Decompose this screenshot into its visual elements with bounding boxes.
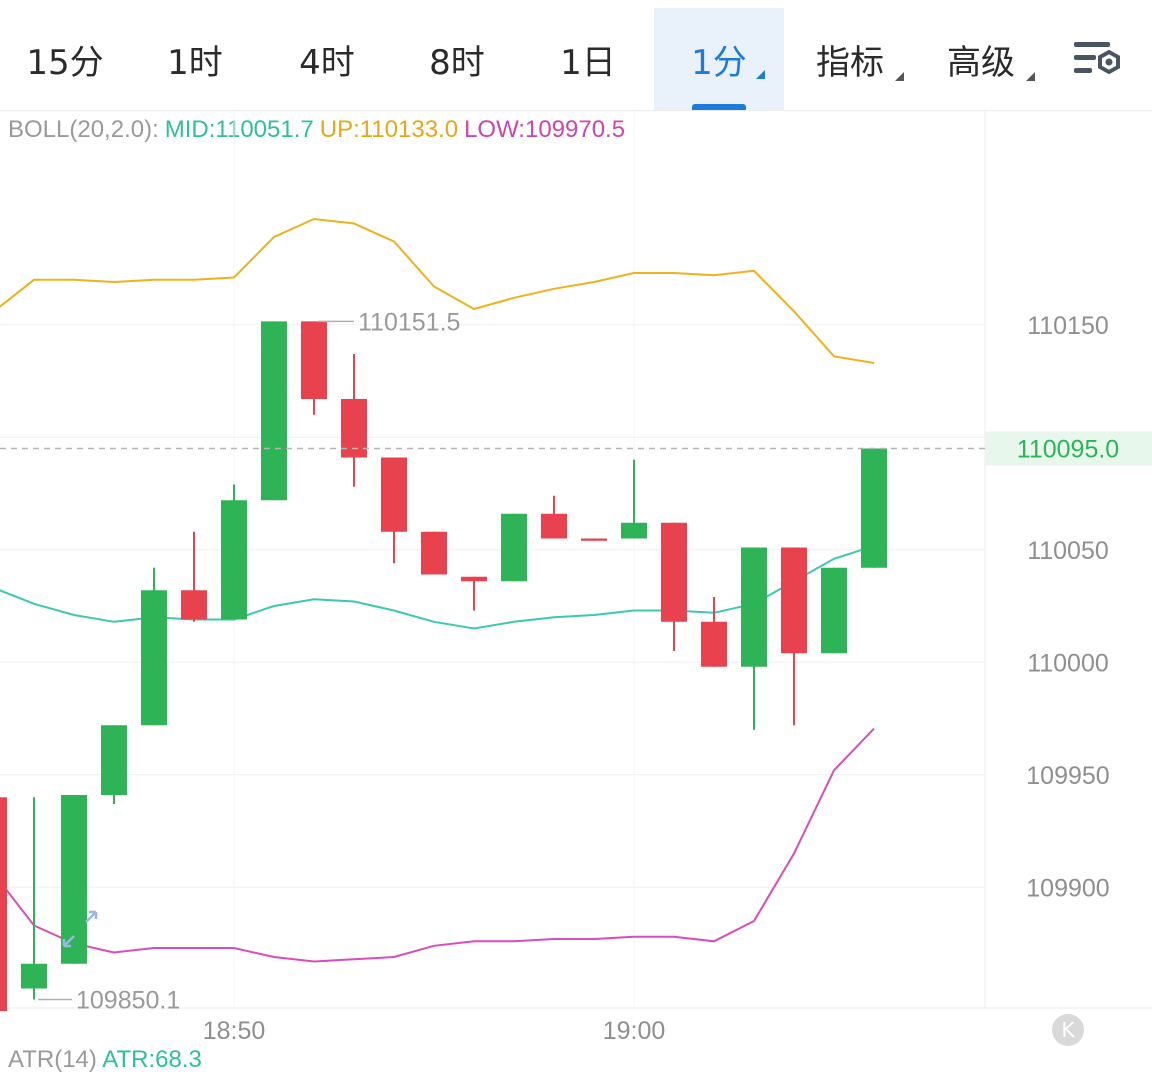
tab-1day[interactable]: 1日 [523, 8, 653, 110]
period-toolbar: 15分 1时 4时 8时 1日 1分 指标 高级 [0, 0, 1152, 110]
tab-label: 1时 [167, 42, 223, 83]
chart-settings-icon[interactable] [1070, 36, 1126, 86]
atr-legend: ATR(14) ATR:68.3 [8, 1046, 202, 1074]
candle [141, 567, 167, 726]
candle [781, 547, 807, 726]
dropdown-caret-icon [756, 70, 765, 79]
candle-body [221, 500, 247, 620]
tab-8hour[interactable]: 8时 [392, 8, 522, 110]
collapse-icon: K [1061, 1018, 1075, 1042]
min-price-label: 109850.1 [76, 987, 180, 1015]
boll-legend: BOLL(20,2.0): MID:110051.7 UP:110133.0 LOW:… [8, 116, 631, 144]
candle-body [381, 457, 407, 532]
candle [541, 495, 567, 539]
candle [261, 321, 287, 501]
candle [501, 513, 527, 582]
boll-mid-line [0, 544, 875, 630]
active-tab-indicator [692, 104, 746, 110]
candle [821, 567, 847, 654]
tab-indicators[interactable]: 指标 [785, 8, 915, 110]
candle-body [701, 621, 727, 667]
tab-label: 8时 [429, 42, 485, 83]
candles [0, 321, 887, 1011]
boll-up-value: UP:110133.0 [319, 116, 459, 143]
candle [341, 354, 367, 487]
y-tick-label: 110150 [1027, 312, 1109, 340]
candle [861, 448, 887, 568]
y-tick-label: 110050 [1027, 537, 1109, 565]
candle-body [421, 531, 447, 575]
candle [661, 522, 687, 651]
boll-bands [0, 217, 875, 963]
tab-label: 1日 [560, 42, 616, 83]
header-divider [0, 110, 1152, 111]
candle [381, 457, 407, 564]
tab-1hour[interactable]: 1时 [130, 8, 260, 110]
candle-body [61, 795, 87, 964]
last-price-tag [985, 431, 1152, 466]
tab-4hour[interactable]: 4时 [262, 8, 392, 110]
candle-body [621, 522, 647, 539]
candle [61, 795, 87, 964]
boll-legend-name: BOLL(20,2.0): [8, 116, 159, 143]
candle [581, 538, 607, 541]
candle-body [141, 590, 167, 726]
candle-body [261, 321, 287, 501]
max-price-label: 110151.5 [358, 308, 460, 336]
boll-up-line [0, 217, 875, 364]
candle-body [501, 513, 527, 582]
candle [0, 797, 7, 1011]
candle-body [781, 547, 807, 654]
candle [621, 459, 647, 539]
collapse-axis-button[interactable]: K [1052, 1014, 1084, 1046]
tab-label: 1分 [691, 42, 747, 83]
chart-grid: 110150 110050 110000 109950 109900 18:50 19:00 [0, 111, 1152, 1045]
y-tick-label: 109950 [1026, 762, 1109, 790]
candle-body [861, 448, 887, 568]
candle [421, 531, 447, 575]
candle-body [741, 547, 767, 667]
tab-label: 高级 [947, 42, 1015, 83]
candle-body [301, 321, 327, 399]
boll-low-line [0, 727, 875, 963]
tab-label: 4时 [299, 42, 355, 83]
x-tick-label: 18:50 [203, 1017, 266, 1045]
candle [301, 321, 327, 415]
candle-body [0, 797, 7, 1011]
dropdown-caret-icon [895, 72, 904, 81]
candle [461, 576, 487, 611]
candle-body [661, 522, 687, 622]
candle-body [101, 725, 127, 795]
candle [21, 797, 47, 1000]
tab-1min[interactable]: 1分 [654, 8, 784, 110]
expand-icon [62, 910, 98, 948]
atr-legend-name: ATR(14) [8, 1046, 97, 1073]
candle-body [21, 963, 47, 989]
tab-advanced[interactable]: 高级 [916, 8, 1046, 110]
atr-value: ATR:68.3 [102, 1046, 202, 1073]
boll-low-value: LOW:109970.5 [464, 116, 626, 143]
candle [701, 597, 727, 667]
boll-mid-value: MID:110051.7 [164, 116, 314, 143]
y-tick-label: 109900 [1026, 874, 1109, 902]
last-price-label: 110095.0 [1017, 436, 1119, 464]
candle-body [541, 513, 567, 539]
x-tick-label: 19:00 [603, 1017, 666, 1045]
candle [181, 531, 207, 622]
dropdown-caret-icon [1026, 72, 1035, 81]
candle [741, 547, 767, 730]
candle-body [581, 538, 607, 541]
candlestick-chart[interactable]: 110150 110050 110000 109950 109900 18:50 19:00… [0, 111, 1152, 1046]
tab-label: 15分 [26, 42, 104, 83]
candle-body [181, 590, 207, 620]
chart-labels: 110095.0 110151.5 109850.1 [0, 308, 1152, 1015]
candle [221, 484, 247, 620]
candle-body [461, 576, 487, 582]
tab-label: 指标 [816, 42, 884, 83]
y-tick-label: 110000 [1027, 649, 1109, 677]
tab-15min[interactable]: 15分 [0, 8, 130, 110]
candle-body [821, 567, 847, 654]
candle [101, 725, 127, 804]
